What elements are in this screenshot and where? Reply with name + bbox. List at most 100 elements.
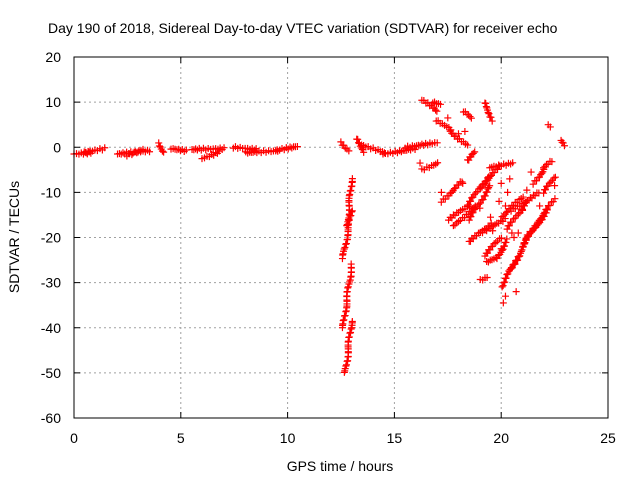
data-point xyxy=(486,246,494,254)
x-tick-label: 5 xyxy=(177,430,185,446)
data-point xyxy=(475,200,483,208)
y-tick-label: -20 xyxy=(41,230,61,246)
data-point xyxy=(455,181,463,189)
data-point xyxy=(503,235,511,243)
data-point xyxy=(340,316,348,324)
data-point xyxy=(478,183,486,191)
y-tick-label: 20 xyxy=(45,49,61,65)
data-point xyxy=(469,209,477,217)
data-point xyxy=(433,107,441,115)
data-point xyxy=(155,139,163,147)
y-tick-label: 0 xyxy=(53,139,61,155)
data-point xyxy=(519,206,527,214)
data-point xyxy=(529,180,537,188)
data-point xyxy=(493,255,501,263)
data-point xyxy=(550,174,558,182)
data-point xyxy=(469,149,477,157)
data-point xyxy=(341,312,349,320)
data-point xyxy=(479,196,487,204)
data-point xyxy=(502,238,510,246)
data-point xyxy=(499,282,507,290)
data-point xyxy=(437,188,445,196)
data-point xyxy=(501,202,509,210)
data-point xyxy=(450,185,458,193)
axis-ticks xyxy=(73,56,609,419)
data-point xyxy=(497,245,505,253)
data-point xyxy=(511,260,519,268)
data-point xyxy=(485,110,493,118)
data-point xyxy=(360,148,368,156)
data-point xyxy=(489,227,497,235)
data-point xyxy=(160,148,168,156)
data-point xyxy=(519,193,527,201)
data-point xyxy=(342,240,350,248)
data-point xyxy=(481,192,489,200)
data-point xyxy=(341,144,349,152)
data-point xyxy=(546,202,554,210)
y-tick-label: -10 xyxy=(41,184,61,200)
data-point xyxy=(432,106,440,114)
data-point xyxy=(461,127,469,135)
data-point xyxy=(512,288,520,296)
data-point xyxy=(551,173,559,181)
data-point xyxy=(488,117,496,125)
data-point xyxy=(348,175,356,183)
data-point xyxy=(215,147,223,155)
data-point xyxy=(482,99,490,107)
x-tick-label: 15 xyxy=(387,430,403,446)
data-point xyxy=(220,144,228,152)
y-tick-label: -30 xyxy=(41,275,61,291)
data-point xyxy=(514,210,522,218)
data-point xyxy=(481,180,489,188)
data-point xyxy=(454,130,462,138)
data-point xyxy=(347,329,355,337)
data-point xyxy=(433,139,441,147)
data-point xyxy=(486,172,494,180)
data-point xyxy=(490,169,498,177)
data-point xyxy=(545,179,553,187)
data-point xyxy=(508,218,516,226)
data-point xyxy=(342,361,350,369)
data-point xyxy=(551,182,559,190)
data-point xyxy=(538,169,546,177)
y-axis-tick-labels: -60 -50 -40 -30 -20 -10 0 10 20 xyxy=(41,49,61,426)
data-point xyxy=(342,240,350,248)
data-point xyxy=(483,273,491,281)
data-point xyxy=(139,145,147,153)
data-point xyxy=(499,299,507,307)
data-point xyxy=(467,213,475,221)
data-point xyxy=(434,159,442,167)
data-points xyxy=(70,96,568,376)
data-point xyxy=(293,143,301,151)
data-point xyxy=(502,208,510,216)
data-point xyxy=(551,195,559,203)
data-point xyxy=(467,114,475,122)
data-point xyxy=(517,247,525,255)
data-point xyxy=(509,159,517,167)
data-point xyxy=(501,278,509,286)
data-point xyxy=(466,113,474,121)
data-point xyxy=(548,158,556,166)
data-point xyxy=(354,135,362,143)
data-point xyxy=(470,191,478,199)
data-point xyxy=(546,123,554,131)
data-point xyxy=(448,188,456,196)
data-point xyxy=(347,260,355,268)
data-point xyxy=(345,147,353,155)
data-point xyxy=(503,271,511,279)
data-point xyxy=(540,210,548,218)
data-point xyxy=(510,215,518,223)
x-tick-label: 20 xyxy=(493,430,509,446)
x-axis-tick-labels: 0 5 10 15 20 25 xyxy=(70,430,616,446)
data-point xyxy=(340,245,348,253)
data-point xyxy=(380,149,388,157)
data-point xyxy=(472,189,480,197)
data-point xyxy=(342,362,350,370)
data-point xyxy=(498,246,506,254)
data-point xyxy=(529,225,537,233)
data-point xyxy=(514,229,522,237)
data-point xyxy=(506,175,514,183)
data-point xyxy=(484,108,492,116)
data-point xyxy=(535,218,543,226)
